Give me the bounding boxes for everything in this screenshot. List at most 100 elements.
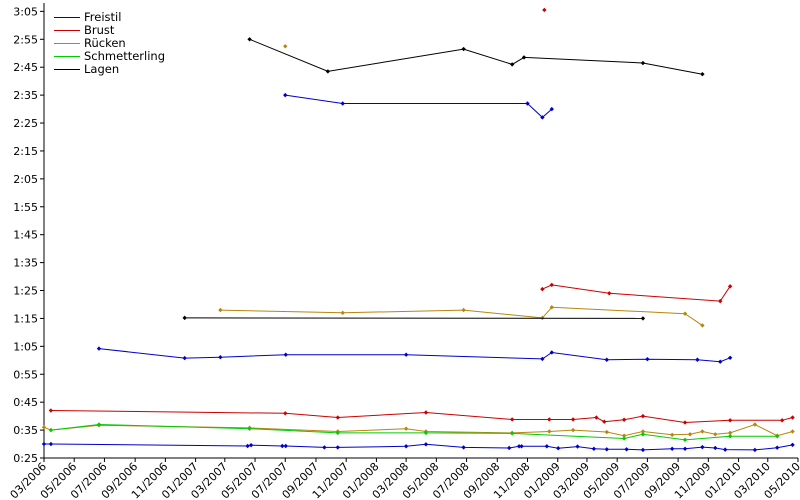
- data-point: [645, 356, 650, 362]
- data-point: [640, 60, 646, 66]
- data-point: [727, 434, 733, 439]
- data-point: [604, 357, 609, 362]
- series-freistil: [41, 92, 795, 453]
- data-point: [461, 307, 466, 313]
- data-point: [790, 442, 795, 448]
- data-point: [325, 69, 331, 74]
- data-point: [752, 447, 758, 453]
- y-tick-label: 1:05: [13, 340, 38, 353]
- data-point: [280, 443, 285, 449]
- data-point: [335, 415, 340, 420]
- data-point: [549, 305, 554, 310]
- data-point: [591, 446, 597, 451]
- y-tick-label: 0:35: [13, 424, 38, 437]
- y-tick-label: 3:05: [13, 5, 38, 18]
- data-point: [549, 106, 554, 112]
- data-point: [48, 408, 54, 413]
- data-point: [283, 411, 288, 416]
- data-point: [423, 430, 429, 436]
- data-point: [607, 291, 612, 296]
- legend: Freistil Brust Rücken Schmetterling Lagen: [54, 11, 165, 76]
- data-point: [506, 445, 512, 451]
- data-point: [682, 311, 688, 316]
- data-point: [700, 323, 705, 328]
- data-point: [283, 92, 288, 98]
- data-point: [713, 445, 718, 451]
- y-tick-label: 1:45: [13, 229, 38, 242]
- data-point: [752, 422, 758, 427]
- data-point: [682, 446, 688, 451]
- legend-swatch: [54, 30, 80, 31]
- data-point: [700, 429, 705, 434]
- legend-item-brust: Brust: [54, 24, 165, 37]
- data-point: [790, 415, 795, 420]
- data-point: [774, 445, 780, 450]
- y-tick-label: 2:55: [13, 33, 38, 46]
- legend-swatch: [54, 17, 80, 18]
- data-point: [549, 282, 554, 288]
- data-point: [48, 427, 54, 433]
- data-point: [640, 413, 646, 419]
- data-point: [540, 115, 545, 120]
- data-point: [519, 444, 524, 449]
- data-point: [602, 419, 607, 424]
- series-brust: [48, 7, 795, 425]
- data-point: [403, 352, 409, 357]
- y-tick-label: 2:15: [13, 145, 38, 158]
- data-point: [544, 444, 550, 449]
- data-point: [669, 446, 675, 451]
- series-line-lagen: [184, 317, 643, 319]
- data-point: [48, 441, 54, 447]
- data-point: [41, 441, 47, 447]
- series-line-freistil: [98, 348, 731, 363]
- data-point: [570, 417, 576, 422]
- y-tick-label: 1:35: [13, 257, 38, 270]
- series-line-brust: [50, 410, 793, 424]
- legend-item-freistil: Freistil: [54, 11, 165, 24]
- legend-item-lagen: Lagen: [54, 63, 165, 76]
- data-point: [540, 356, 545, 362]
- data-point: [682, 437, 688, 443]
- data-point: [575, 444, 580, 449]
- y-tick-label: 1:25: [13, 285, 38, 298]
- legend-swatch: [54, 56, 80, 57]
- data-point: [461, 445, 466, 450]
- data-point: [640, 447, 646, 453]
- data-point: [700, 71, 705, 77]
- data-point: [516, 444, 522, 449]
- data-point: [624, 447, 629, 452]
- legend-item-r-cken: Rücken: [54, 37, 165, 50]
- data-point: [403, 444, 409, 449]
- data-point: [604, 429, 609, 435]
- data-point: [41, 425, 47, 430]
- data-point: [621, 417, 627, 422]
- data-point: [247, 426, 252, 431]
- data-point: [335, 445, 340, 450]
- data-point: [774, 434, 780, 439]
- data-point: [682, 420, 688, 425]
- data-point: [247, 37, 252, 42]
- data-point: [182, 315, 187, 321]
- series-lagen: [182, 37, 705, 321]
- data-point: [423, 442, 429, 447]
- data-point: [718, 298, 723, 304]
- data-point: [779, 418, 785, 423]
- data-point: [542, 7, 547, 13]
- data-point: [540, 286, 545, 292]
- data-point: [713, 432, 718, 437]
- data-point: [547, 429, 552, 434]
- data-point: [604, 447, 609, 452]
- data-point: [461, 46, 466, 52]
- legend-item-schmetterling: Schmetterling: [54, 50, 165, 63]
- data-point: [640, 429, 646, 434]
- legend-label: Rücken: [84, 36, 126, 50]
- series-schmetterling: [48, 422, 780, 443]
- legend-swatch: [54, 43, 80, 44]
- series-line-freistil: [285, 94, 553, 119]
- data-point: [687, 432, 693, 437]
- data-point: [556, 446, 561, 451]
- data-point: [283, 44, 288, 49]
- plot-area: [43, 3, 798, 459]
- data-point: [423, 410, 429, 415]
